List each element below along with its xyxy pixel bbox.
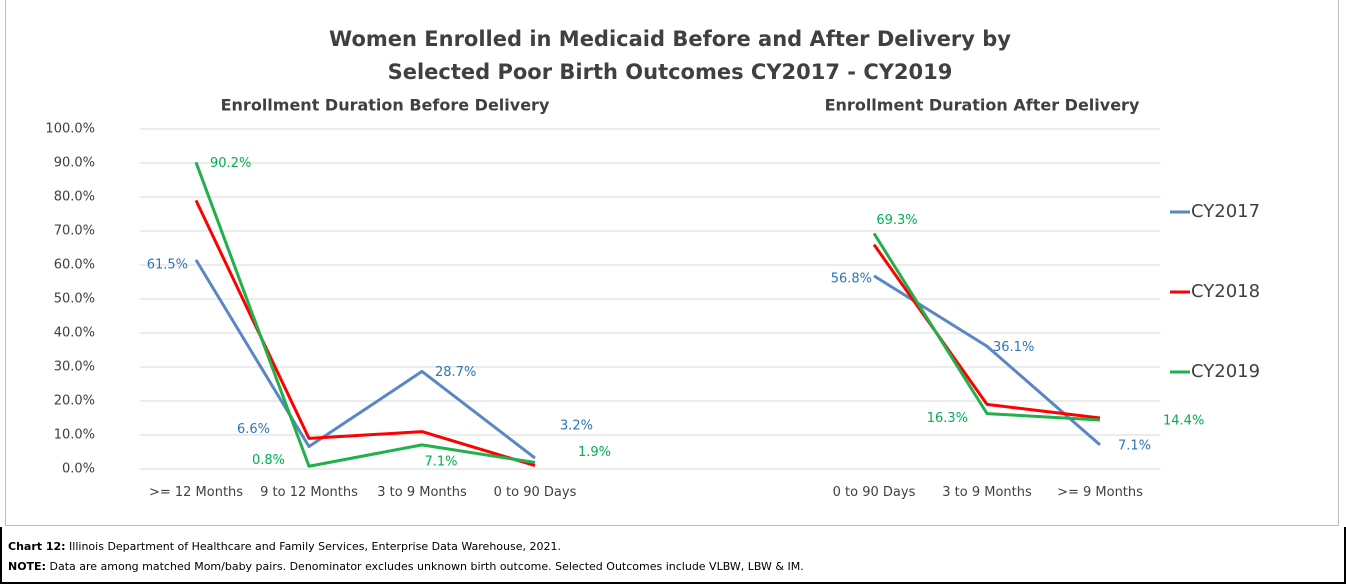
chart: Women Enrolled in Medicaid Before and Af…	[45, 27, 1260, 477]
data-label: 7.1%	[1118, 438, 1151, 453]
y-tick-label: 10.0%	[54, 428, 95, 443]
y-tick-label: 80.0%	[54, 190, 95, 205]
legend-label: CY2017	[1191, 201, 1260, 222]
panel-subtitle: Enrollment Duration After Delivery	[825, 96, 1140, 115]
data-label: 28.7%	[435, 365, 476, 380]
data-label: 1.9%	[578, 445, 611, 460]
x-tick-label: 9 to 12 Months	[260, 485, 358, 500]
chart-title: Selected Poor Birth Outcomes CY2017 - CY…	[388, 60, 953, 84]
data-label: 36.1%	[993, 340, 1034, 355]
data-label: 56.8%	[831, 271, 872, 286]
data-label: 16.3%	[927, 411, 968, 426]
chart-title: Women Enrolled in Medicaid Before and Af…	[329, 27, 1011, 51]
data-label: 7.1%	[424, 454, 457, 469]
data-label: 0.8%	[252, 453, 285, 468]
y-tick-label: 50.0%	[54, 292, 95, 307]
series-line	[194, 259, 1101, 460]
x-tick-label: 0 to 90 Days	[832, 485, 916, 500]
y-tick-label: 0.0%	[62, 462, 95, 477]
x-tick-label: 3 to 9 Months	[942, 485, 1032, 500]
source-label: Chart 12:	[8, 540, 66, 553]
y-tick-label: 100.0%	[45, 122, 95, 137]
x-tick-label: >= 9 Months	[1057, 485, 1143, 500]
y-tick-label: 20.0%	[54, 394, 95, 409]
footer-box	[0, 527, 1346, 584]
y-tick-label: 60.0%	[54, 258, 95, 273]
data-label: 69.3%	[876, 213, 917, 228]
legend-label: CY2018	[1191, 281, 1260, 302]
source-note: Chart 12: Illinois Department of Healthc…	[8, 540, 561, 553]
note-text: Data are among matched Mom/baby pairs. D…	[45, 560, 804, 573]
x-tick-label: 3 to 9 Months	[377, 485, 467, 500]
y-tick-label: 90.0%	[54, 156, 95, 171]
y-tick-label: 40.0%	[54, 326, 95, 341]
x-tick-label: >= 12 Months	[148, 485, 244, 500]
data-label: 61.5%	[147, 257, 188, 272]
legend-label: CY2019	[1191, 361, 1260, 382]
note: NOTE: Data are among matched Mom/baby pa…	[8, 560, 804, 573]
x-tick-label: 0 to 90 Days	[493, 485, 577, 500]
y-tick-label: 30.0%	[54, 360, 95, 375]
data-label: 3.2%	[560, 419, 593, 434]
series-line	[194, 199, 1101, 468]
data-label: 6.6%	[237, 422, 270, 437]
note-label: NOTE:	[8, 560, 46, 573]
chart-frame	[5, 0, 1339, 526]
panel-subtitle: Enrollment Duration Before Delivery	[221, 96, 550, 115]
data-label: 90.2%	[210, 156, 251, 171]
source-text: Illinois Department of Healthcare and Fa…	[65, 540, 561, 553]
series-line	[194, 161, 1101, 468]
y-tick-label: 70.0%	[54, 224, 95, 239]
data-label: 14.4%	[1163, 414, 1204, 429]
